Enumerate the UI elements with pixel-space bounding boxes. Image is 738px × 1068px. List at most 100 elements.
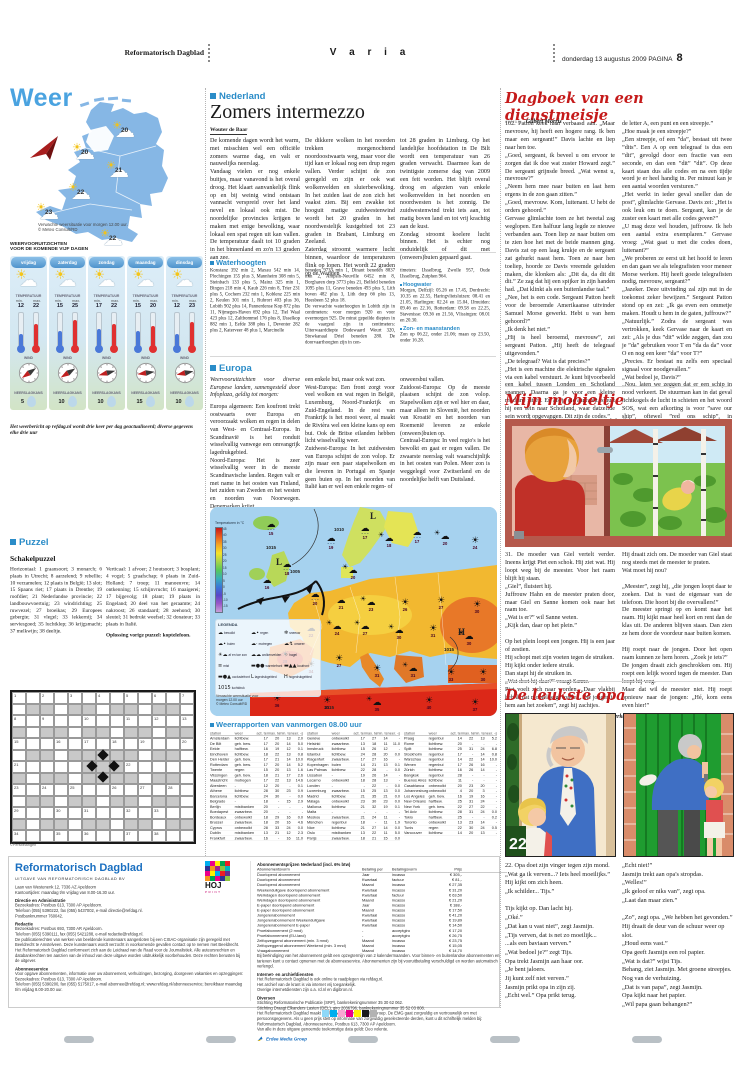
station-name: New Orleans: [404, 799, 426, 804]
max-thermometer-icon: [110, 312, 118, 353]
puzzle-cell: [110, 807, 124, 819]
table-cell: geh. bew.: [234, 762, 251, 767]
table-cell: -: [234, 799, 236, 804]
price-table-title: Abonnementsprijzen Nederland (incl. 6% b…: [257, 862, 351, 867]
cloud-icon: ☁: [348, 566, 358, 576]
rain-drops-icon: ∙ ∙ ∙: [283, 567, 291, 572]
table-row: Málaga onbewolkt 23 30 23 0.0: [307, 799, 400, 805]
station-name: Stockholm: [404, 751, 422, 757]
table-cell: 20: [275, 783, 280, 788]
station-name: München: [307, 820, 323, 825]
column-header: weer: [331, 731, 340, 736]
netherlands-weather-map: ☀ ☁ 20 ☀ ☁ 20 ☀ ☁ 21 ☀ ☁ 22 ☀ ☁ 23 ☀ ☁ 22: [28, 92, 203, 250]
puzzle-cell: [96, 726, 110, 738]
table-cell: 23: [360, 799, 365, 804]
table-cell: 3: [482, 788, 485, 794]
rain-drops-icon: ∙ ∙ ∙: [327, 541, 335, 546]
table-cell: Jongerenabonnement Weekenduitgave: [257, 918, 325, 923]
temperature-value: 33: [448, 677, 454, 682]
logo-pixel: [215, 866, 220, 871]
table-cell: 24: [360, 751, 365, 757]
paper-name: Reformatorisch Dagblad: [124, 48, 204, 57]
temperature-value: 18: [284, 571, 290, 576]
rain-value: 10: [58, 396, 77, 407]
sun-icon: ☀: [360, 595, 367, 603]
cloud-icon: ☁: [412, 528, 422, 538]
rain-label: NEERSLAGKANS: [92, 391, 121, 395]
price-table: Abonnementsvorm Betaling per Betalingsvorm…: [257, 867, 507, 954]
table-cell: lichtbew.: [234, 736, 250, 741]
table-cell: regen: [428, 825, 439, 830]
legend-item: ☁↯ onweer: [284, 638, 317, 649]
table-cell: Kwartaal: [362, 892, 378, 898]
puzzle-cell: [26, 818, 40, 830]
min-max-values: 17 22: [96, 303, 117, 309]
table-cell: 5.2: [491, 736, 498, 741]
table-row: Malta - - - - -: [307, 810, 400, 815]
column-header: neer. -slag: [484, 731, 497, 736]
puzzle-cell: 31: [82, 807, 96, 819]
puzzle-cell: [54, 692, 68, 704]
station-name: Casablanca: [404, 783, 425, 788]
puzzle-cell: 38: [152, 830, 166, 842]
opa-comic-panel-1: 22: [505, 713, 616, 857]
table-cell: 23: [469, 820, 474, 825]
horizontal-clues: Horizontaal: 1 graansoort; 3 monarch; 6 …: [10, 566, 102, 634]
table-cell: 24: [263, 793, 268, 799]
station-name: Luxemburg: [307, 788, 326, 794]
table-cell: 13: [263, 830, 268, 836]
opa-column-1: 22. Opa doet zijn vinger tegen zijn mond…: [505, 862, 611, 1000]
column-header: Abonnementsvorm: [257, 867, 290, 872]
puzzle-cell: 15: [12, 738, 26, 750]
clue-number: 32: [126, 808, 131, 813]
table-cell: -: [495, 783, 498, 788]
table-row: Twente regen 15 20 13 1.6: [210, 768, 303, 773]
clue-number: 9: [42, 716, 45, 721]
table-cell: 28: [457, 772, 462, 778]
table-cell: 1.6: [297, 767, 304, 773]
europa-column-1-text: Europa algemeen: Een koufront trekt oost…: [210, 404, 300, 510]
nederland-kicker: Nederland: [210, 91, 265, 102]
cloud-icon: ☁: [326, 534, 336, 544]
clue-number: 25: [70, 785, 75, 790]
table-row: Moskou zwaarbew. 21 24 11 -: [307, 815, 400, 821]
puzzle-cell: [166, 795, 180, 807]
table-cell: 14: [360, 762, 365, 767]
sun-icon: ☀: [322, 696, 332, 706]
puzzle-cell: 33: [152, 807, 166, 819]
thermometer-fill: [190, 322, 194, 347]
forecast-day-column: zondag ☀ ☁ TEMPERATUUR min. max. 17 22 WIND NEERS…: [88, 256, 125, 410]
table-cell: 17: [263, 741, 268, 746]
cloud-weather-icon: ☁ 16: [258, 577, 276, 591]
episode-number: 22: [509, 836, 527, 853]
table-cell: 28: [263, 825, 268, 830]
column-header: neer. -slag: [290, 731, 303, 736]
table-cell: 19: [360, 772, 365, 778]
table-cell: 18: [263, 772, 268, 778]
table-cell: buien: [331, 762, 341, 767]
table-cell: 14: [383, 736, 388, 741]
table-cell: regenbui: [428, 736, 444, 741]
table-row: Helsinki zwaarbew. 13 18 11 11.0: [307, 741, 400, 747]
table-cell: 20: [275, 762, 280, 767]
table-cell: 16: [480, 762, 485, 767]
author-name: Gilbert Morris: [525, 119, 562, 125]
puzzle-cell: 2: [40, 692, 54, 704]
table-cell: 30: [469, 825, 474, 830]
table-cell: factuur: [392, 892, 404, 898]
table-cell: lichtbew.: [331, 767, 347, 773]
table-cell: -: [386, 809, 388, 815]
table-cell: Kwartaal: [362, 918, 378, 923]
puzzle-cell: [26, 807, 40, 819]
sun-weather-icon: ☀ 36: [268, 695, 286, 709]
kicker-square-icon: [400, 327, 402, 330]
pressure-label: 1005: [290, 569, 301, 574]
logo-pixel: [220, 871, 225, 876]
table-cell: -: [331, 783, 333, 788]
puzzle-cell: [54, 784, 68, 796]
cloud-icon: ☁: [115, 118, 135, 142]
table-cell: lichtbew.: [331, 825, 347, 830]
puzzle-cell: [54, 795, 68, 807]
max-thermometer-icon: [188, 312, 196, 353]
